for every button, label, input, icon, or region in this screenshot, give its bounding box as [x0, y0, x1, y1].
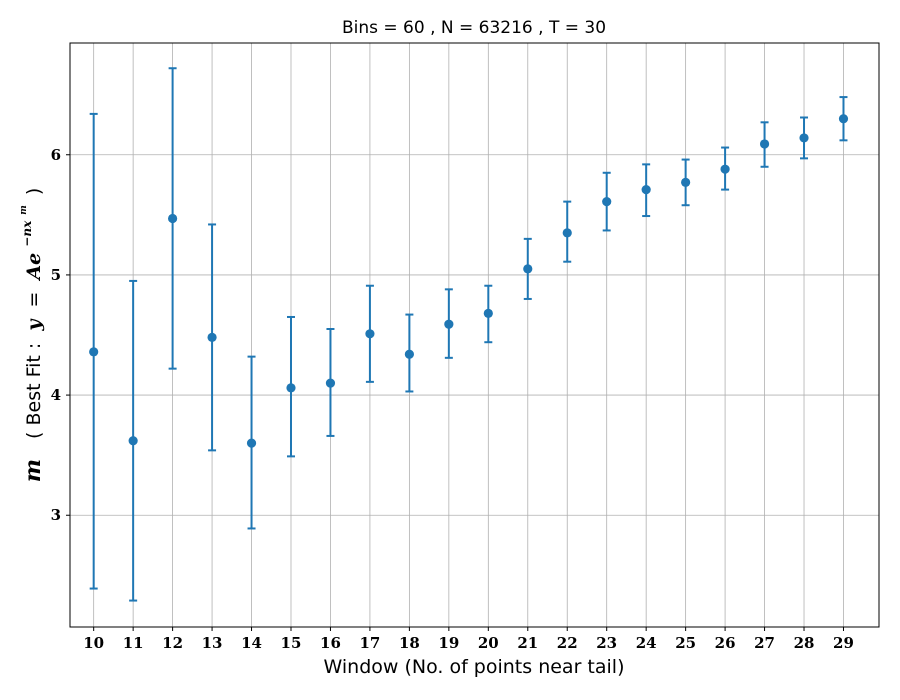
y-tick-label: 4	[51, 386, 61, 404]
data-point	[681, 177, 691, 187]
data-point	[838, 114, 849, 124]
y-axis-ticks: 3 4 5 6	[51, 146, 70, 524]
axes-frame	[69, 42, 880, 628]
x-tick-label: 18	[399, 634, 420, 652]
data-point	[286, 383, 296, 393]
data-point	[89, 347, 99, 357]
y-axis-formula-exp-sup: m	[19, 205, 29, 215]
x-tick-label: 19	[438, 634, 459, 652]
grid	[70, 43, 879, 627]
y-axis-close: )	[23, 188, 45, 195]
x-tick-label: 15	[281, 634, 302, 652]
x-tick-label: 28	[794, 634, 815, 652]
x-tick-label: 12	[162, 634, 183, 652]
data-point	[325, 378, 336, 388]
x-tick-label: 21	[517, 634, 538, 652]
x-tick-label: 22	[557, 634, 578, 652]
x-tick-label: 27	[754, 634, 775, 652]
chart-title: Bins = 60 , N = 63216 , T = 30	[342, 18, 606, 38]
data-point	[246, 438, 257, 448]
x-tick-label: 29	[833, 634, 854, 652]
x-axis-label: Window (No. of points near tail)	[324, 656, 625, 678]
y-axis-text: ( Best Fit :	[23, 343, 45, 439]
y-axis-formula-eq: =	[23, 292, 45, 308]
data-point	[523, 264, 533, 274]
y-tick-label: 5	[51, 266, 61, 284]
data-point	[483, 308, 493, 318]
x-tick-label: 16	[320, 634, 341, 652]
y-axis-symbol: m	[20, 459, 46, 482]
data-point	[404, 349, 414, 359]
x-tick-label: 14	[241, 634, 262, 652]
data-point	[365, 329, 375, 339]
y-axis-formula-rhs: Ae	[23, 253, 45, 282]
data-point	[641, 185, 651, 195]
x-axis-ticks: 10 11 12 13 14 15 16 17 18 19 20 21 22 23 24 25 26 27 28 29	[83, 627, 854, 652]
x-tick-label: 10	[83, 634, 104, 652]
data-point	[720, 164, 730, 174]
x-tick-label: 24	[636, 634, 657, 652]
svg-text:m ( Best Fit : y: m ( Best Fit : y = Ae −nx m )	[9, 188, 46, 483]
data-point	[128, 436, 138, 446]
x-tick-label: 13	[202, 634, 223, 652]
data-point	[168, 213, 178, 224]
data-point	[207, 332, 217, 343]
data-points	[89, 114, 849, 448]
y-axis-formula-lhs: y	[23, 318, 45, 332]
x-tick-label: 11	[123, 634, 144, 652]
data-point	[562, 228, 572, 238]
y-axis-formula-exp: −nx	[20, 220, 34, 247]
data-point	[799, 133, 809, 143]
data-point	[602, 197, 612, 207]
x-tick-label: 26	[715, 634, 736, 652]
y-axis-label: m ( Best Fit : y = Ae −nx m )	[9, 188, 46, 483]
y-tick-label: 6	[51, 146, 61, 164]
data-point	[444, 319, 454, 329]
x-tick-label: 25	[675, 634, 696, 652]
x-tick-label: 23	[596, 634, 617, 652]
x-tick-label: 17	[359, 634, 380, 652]
data-point	[759, 139, 770, 149]
x-tick-label: 20	[478, 634, 499, 652]
y-tick-label: 3	[51, 506, 61, 524]
